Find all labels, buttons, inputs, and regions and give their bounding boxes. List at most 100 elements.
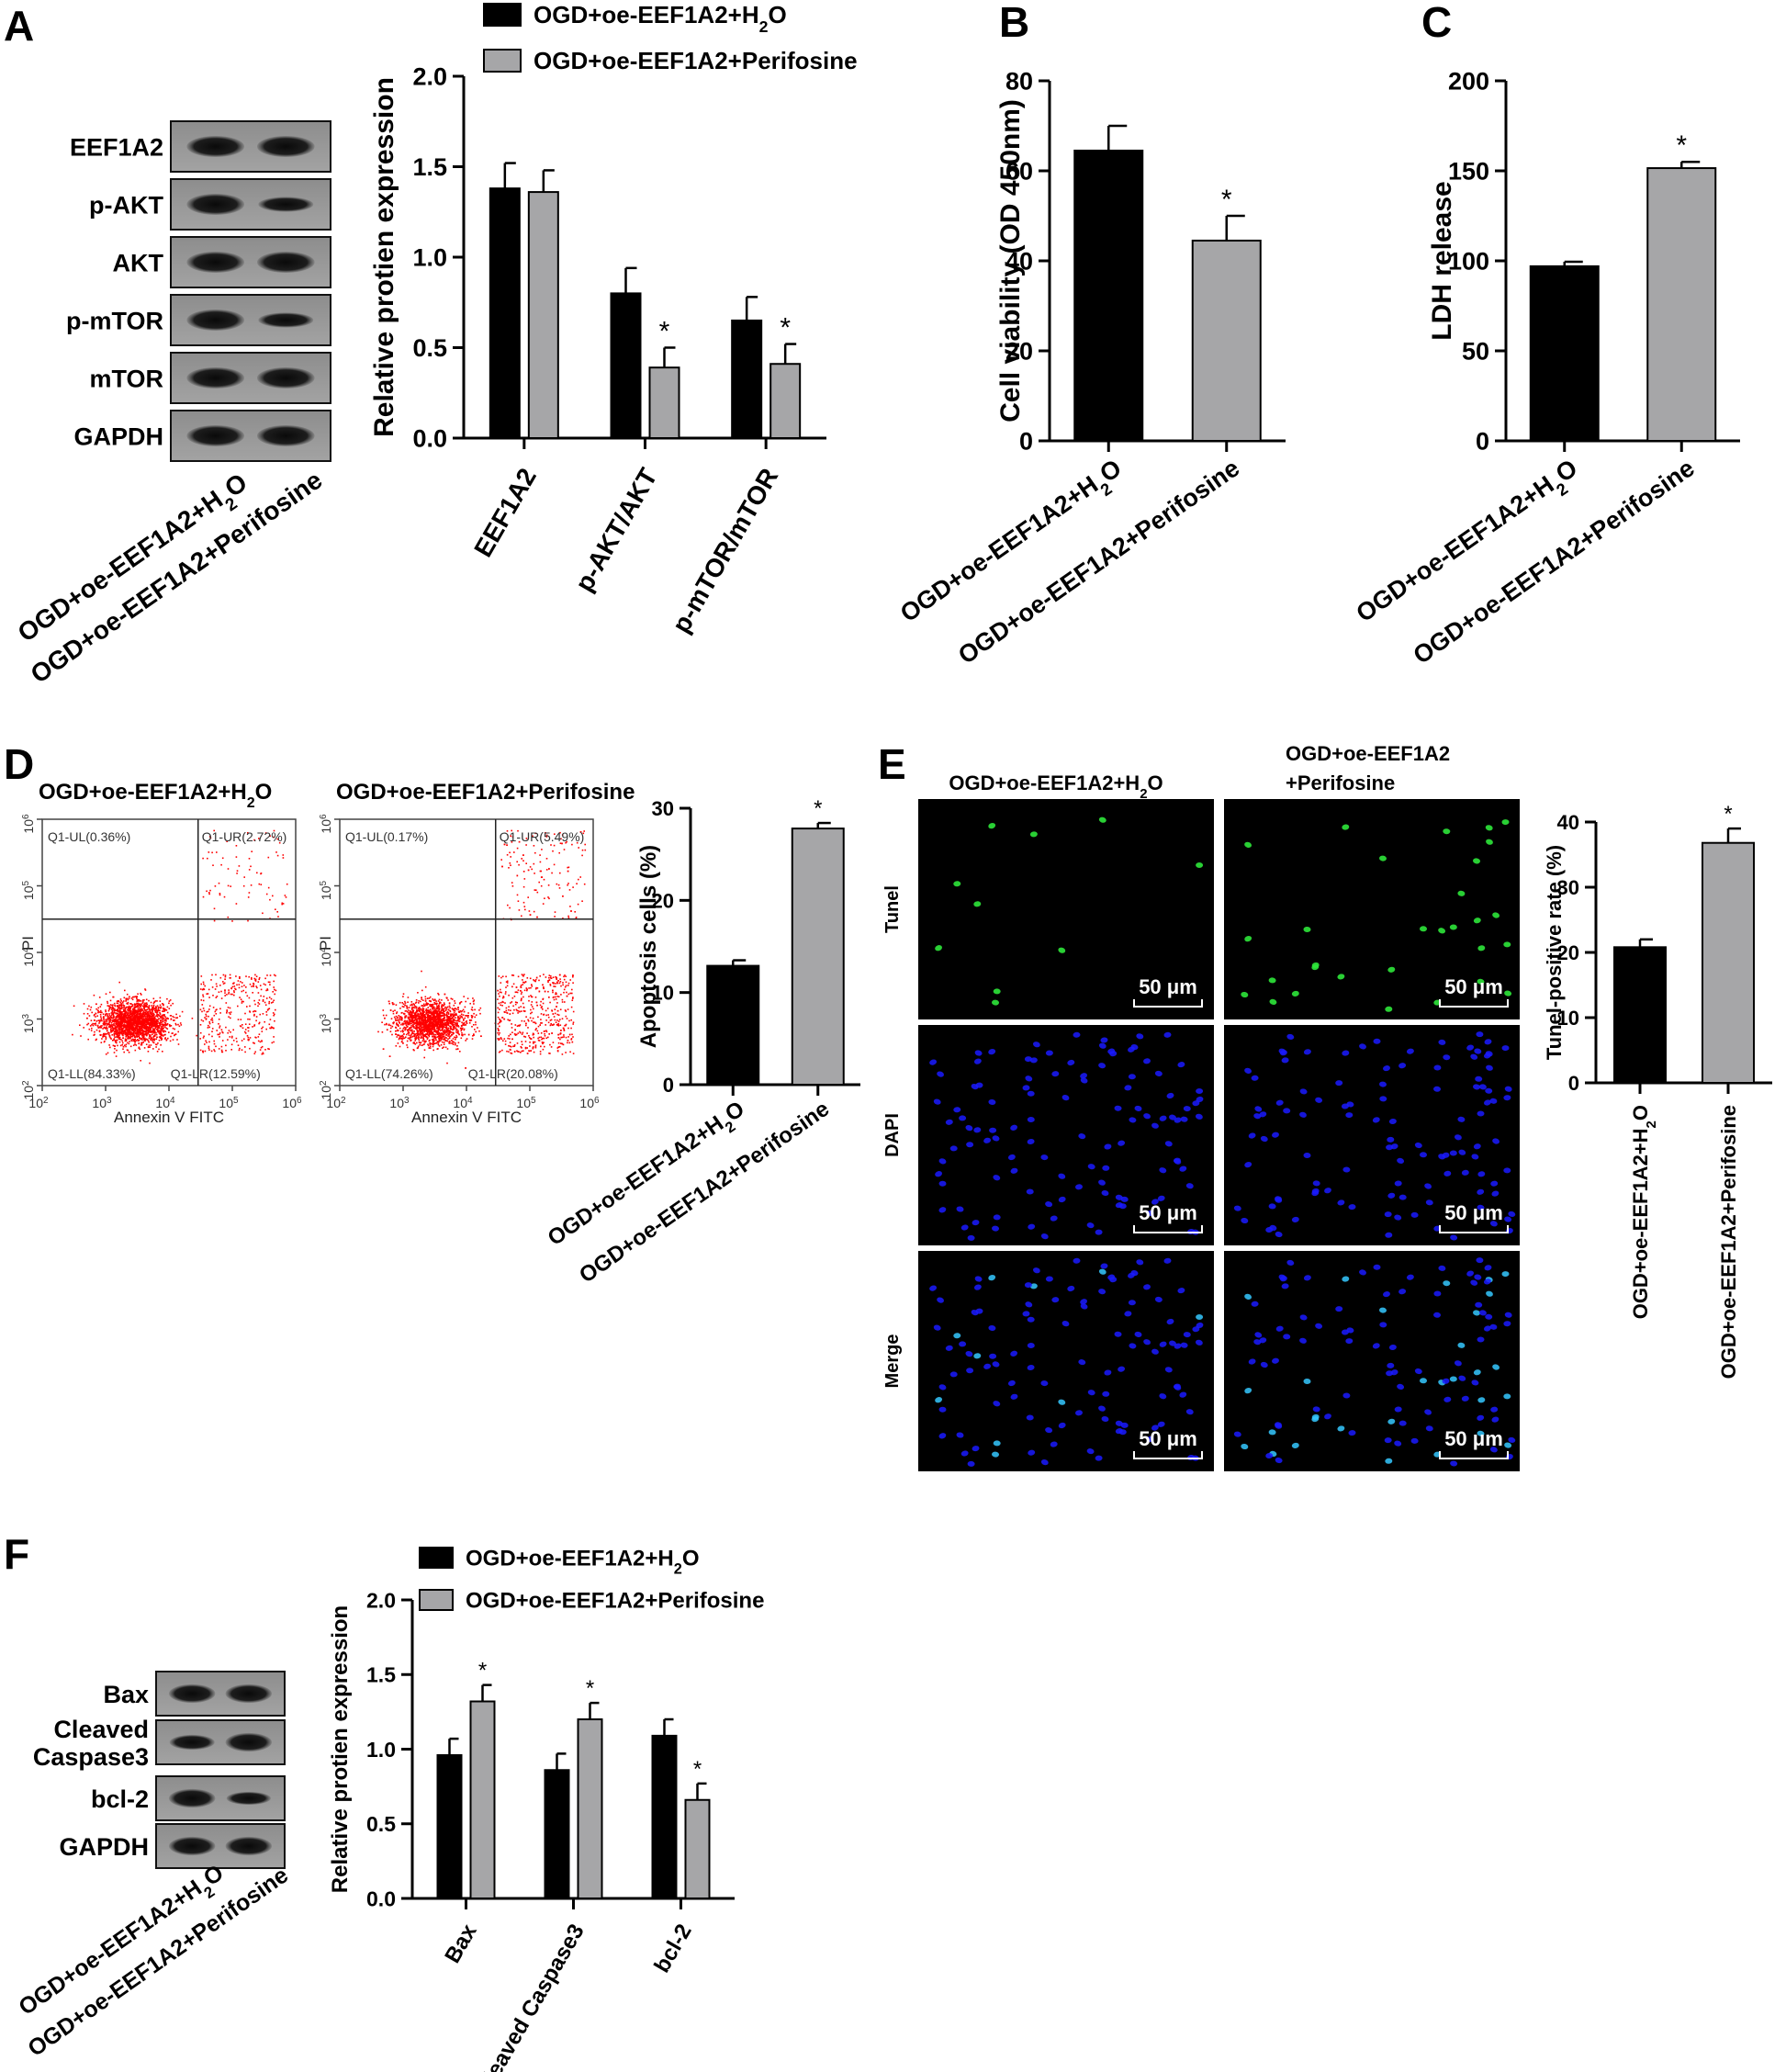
flow-tick-exponent: 4 — [21, 947, 31, 952]
flow-dot — [571, 988, 573, 991]
legend-swatch — [483, 3, 522, 27]
blot-band-f-1-0 — [169, 1734, 215, 1751]
flow-dot — [147, 1022, 150, 1024]
flow-dot — [151, 1016, 152, 1018]
flow-dot — [155, 1025, 157, 1027]
flow-dot — [109, 1037, 112, 1039]
flow-dot — [440, 1043, 443, 1046]
flow-dot — [164, 1038, 166, 1040]
flow-dot — [114, 1045, 116, 1047]
flow-dot — [584, 843, 586, 846]
flow-dot — [229, 1036, 231, 1038]
flow-dot — [213, 1014, 216, 1017]
flow-dot — [118, 1008, 121, 1010]
flow-dot — [453, 1016, 455, 1018]
flow-dot — [422, 1005, 424, 1008]
flow-y-axis-label: PI — [19, 936, 37, 951]
flow-dot — [526, 988, 528, 990]
flow-dot — [152, 1002, 155, 1005]
flow-dot — [564, 985, 567, 988]
flow-dot — [429, 1045, 432, 1047]
flow-dot — [147, 1012, 150, 1014]
flow-dot — [111, 1027, 113, 1030]
flow-dot — [416, 1026, 419, 1028]
flow-dot — [475, 1023, 477, 1026]
flow-dot — [445, 1022, 447, 1024]
flow-dot — [112, 1027, 114, 1029]
flow-x-axis-label: Annexin V FITC — [411, 1109, 522, 1126]
flow-dot — [473, 1012, 475, 1015]
flow-dot — [402, 996, 404, 997]
flow-dot — [523, 1010, 525, 1012]
flow-dot — [129, 1023, 131, 1025]
flow-dot — [420, 1000, 421, 1003]
flow-dot — [513, 1045, 516, 1047]
flow-dot — [154, 1026, 157, 1029]
flow-dot — [152, 1014, 154, 1017]
flow-dot — [219, 976, 222, 979]
flow-dot — [417, 1034, 419, 1037]
flow-dot — [159, 1022, 161, 1024]
flow-dot — [526, 1047, 528, 1049]
flow-dot — [555, 1021, 557, 1023]
flow-dot — [162, 1015, 163, 1017]
flow-dot — [208, 1015, 209, 1018]
flow-dot — [127, 1026, 129, 1028]
flow-dot — [523, 989, 526, 992]
flow-dot — [97, 1010, 100, 1012]
flow-dot — [523, 1035, 525, 1038]
flow-dot — [553, 998, 556, 1001]
flow-dot — [416, 1029, 418, 1030]
significance-mark: * — [659, 317, 670, 347]
flow-dot — [552, 1042, 555, 1043]
flow-dot — [206, 1011, 208, 1013]
flow-dot — [140, 1003, 143, 1005]
flow-dot — [113, 1034, 116, 1037]
flow-dot — [133, 1040, 136, 1042]
flow-dot — [103, 1027, 106, 1029]
flow-dot — [504, 1040, 507, 1042]
flow-dot — [425, 1011, 428, 1013]
flow-dot — [160, 1016, 162, 1019]
flow-dot — [119, 998, 122, 1000]
flow-dot — [443, 1039, 444, 1041]
flow-dot — [460, 1037, 463, 1040]
blot-label-f: Cleaved — [53, 1716, 149, 1743]
legend-label: OGD+oe-EEF1A2+H2O — [466, 1546, 699, 1577]
flow-dot — [127, 1014, 129, 1016]
flow-dot — [508, 1044, 510, 1047]
flow-dot — [404, 1029, 406, 1031]
flow-dot — [560, 994, 562, 996]
flow-dot — [453, 1032, 455, 1035]
flow-dot — [534, 980, 535, 982]
flow-dot — [127, 1037, 129, 1039]
flow-dot — [471, 1007, 474, 1008]
flow-dot — [146, 1008, 149, 1010]
flow-dot — [411, 1010, 414, 1012]
flow-dot — [138, 1028, 140, 1030]
flow-dot — [110, 1014, 113, 1017]
flow-dot — [501, 997, 504, 999]
flow-dot — [161, 1038, 163, 1041]
flow-dot — [251, 985, 253, 987]
bar — [1529, 265, 1600, 442]
flow-dot — [417, 1027, 420, 1029]
flow-dot — [434, 1030, 436, 1031]
flow-dot — [457, 1016, 459, 1019]
flow-dot — [140, 1006, 141, 1008]
flow-dot — [522, 1050, 524, 1052]
flow-dot — [138, 1047, 140, 1049]
flow-dot — [157, 1042, 159, 1044]
flow-dot — [141, 1037, 143, 1039]
flow-dot — [521, 1041, 522, 1042]
flow-dot — [433, 1017, 436, 1019]
flow-dot — [103, 1017, 105, 1019]
flow-dot — [454, 1036, 455, 1039]
flow-dot — [163, 1003, 164, 1006]
flow-dot — [452, 1020, 454, 1023]
flow-dot — [133, 1019, 135, 1021]
flow-dot — [111, 1020, 114, 1022]
flow-dot — [444, 1036, 446, 1039]
flow-dot — [262, 1052, 264, 1054]
flow-dot — [152, 1029, 154, 1030]
